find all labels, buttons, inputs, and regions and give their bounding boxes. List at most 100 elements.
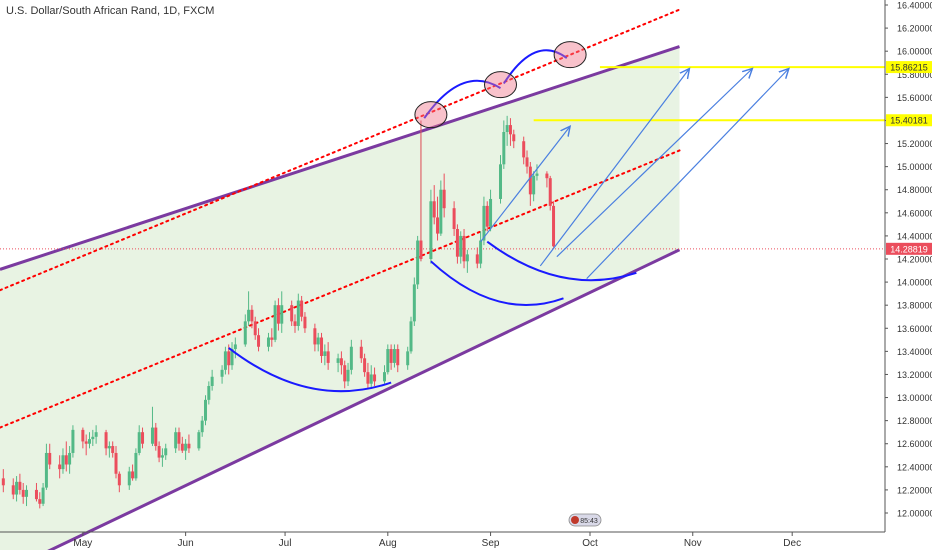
candle[interactable] bbox=[270, 328, 274, 347]
candle[interactable] bbox=[349, 339, 353, 375]
cup-arc-0[interactable] bbox=[228, 347, 392, 393]
candle[interactable] bbox=[389, 344, 393, 370]
projection-arrow-2[interactable] bbox=[556, 69, 753, 258]
candle[interactable] bbox=[131, 464, 135, 481]
candle[interactable] bbox=[41, 482, 45, 507]
candle[interactable] bbox=[455, 224, 459, 264]
candle[interactable] bbox=[177, 427, 181, 451]
candle[interactable] bbox=[396, 344, 400, 373]
projection-arc-0[interactable] bbox=[423, 79, 502, 119]
candle[interactable] bbox=[489, 189, 493, 232]
candle[interactable] bbox=[200, 416, 204, 437]
candle[interactable] bbox=[81, 427, 85, 449]
candle[interactable] bbox=[247, 291, 251, 326]
candle[interactable] bbox=[68, 446, 72, 474]
candle[interactable] bbox=[290, 300, 294, 326]
candle[interactable] bbox=[87, 432, 91, 449]
candle[interactable] bbox=[412, 277, 416, 326]
candle[interactable] bbox=[339, 351, 343, 375]
candle[interactable] bbox=[535, 164, 539, 181]
candle[interactable] bbox=[366, 362, 370, 389]
candle[interactable] bbox=[253, 316, 257, 340]
candle[interactable] bbox=[197, 429, 201, 451]
candle[interactable] bbox=[1, 469, 5, 493]
candle[interactable] bbox=[164, 443, 168, 460]
candle[interactable] bbox=[432, 185, 436, 225]
candle[interactable] bbox=[406, 346, 410, 370]
candle[interactable] bbox=[336, 353, 340, 373]
candle[interactable] bbox=[21, 482, 25, 504]
dotted-trendline-0[interactable] bbox=[0, 8, 681, 292]
candle[interactable] bbox=[134, 448, 138, 481]
candle[interactable] bbox=[84, 434, 88, 456]
candle[interactable] bbox=[442, 173, 446, 218]
candle[interactable] bbox=[220, 365, 224, 384]
candle[interactable] bbox=[230, 342, 234, 370]
candle[interactable] bbox=[293, 314, 297, 333]
candle[interactable] bbox=[184, 439, 188, 460]
candle[interactable] bbox=[204, 395, 208, 426]
candle[interactable] bbox=[137, 425, 141, 456]
candle[interactable] bbox=[300, 295, 304, 322]
candle[interactable] bbox=[373, 367, 377, 386]
candle[interactable] bbox=[257, 328, 261, 352]
channel-lower-line[interactable] bbox=[0, 248, 681, 555]
candle[interactable] bbox=[11, 478, 15, 500]
candle[interactable] bbox=[233, 337, 237, 359]
candle[interactable] bbox=[326, 342, 330, 370]
candle[interactable] bbox=[107, 441, 111, 458]
candle[interactable] bbox=[141, 427, 145, 449]
candle[interactable] bbox=[505, 115, 509, 146]
candle[interactable] bbox=[273, 300, 277, 343]
candle[interactable] bbox=[227, 344, 231, 375]
candle[interactable] bbox=[548, 175, 552, 211]
candle[interactable] bbox=[313, 323, 317, 352]
candle[interactable] bbox=[436, 196, 440, 241]
candle[interactable] bbox=[479, 231, 483, 269]
candle[interactable] bbox=[552, 201, 556, 248]
candle[interactable] bbox=[429, 189, 433, 264]
candle[interactable] bbox=[485, 201, 489, 232]
projection-arrow-0[interactable] bbox=[480, 126, 570, 243]
candle[interactable] bbox=[386, 344, 390, 375]
candle[interactable] bbox=[61, 448, 65, 474]
dotted-trendline-1[interactable] bbox=[0, 149, 681, 429]
candle[interactable] bbox=[303, 312, 307, 333]
candle[interactable] bbox=[154, 422, 158, 451]
candle[interactable] bbox=[419, 120, 423, 262]
candle[interactable] bbox=[522, 136, 526, 165]
candle[interactable] bbox=[58, 455, 62, 479]
candle[interactable] bbox=[243, 314, 247, 347]
candle[interactable] bbox=[44, 443, 48, 490]
candle[interactable] bbox=[104, 429, 108, 456]
highlight-ellipse-2[interactable] bbox=[553, 41, 587, 69]
candle[interactable] bbox=[187, 434, 191, 453]
candle[interactable] bbox=[64, 441, 68, 472]
candle[interactable] bbox=[18, 473, 22, 495]
highlight-ellipse-1[interactable] bbox=[484, 71, 518, 99]
candle[interactable] bbox=[525, 150, 529, 174]
candle[interactable] bbox=[502, 120, 506, 169]
projection-arrow-1[interactable] bbox=[539, 69, 689, 267]
time-axis-labels[interactable]: May Jun Jul Aug Sep Oct Nov Dec bbox=[73, 532, 801, 549]
candle[interactable] bbox=[320, 332, 324, 363]
candle[interactable] bbox=[15, 476, 19, 502]
candle[interactable] bbox=[512, 129, 516, 149]
channel-upper-line[interactable] bbox=[0, 45, 680, 271]
projection-arrow-3[interactable] bbox=[586, 69, 789, 280]
candle[interactable] bbox=[499, 155, 503, 204]
candle[interactable] bbox=[343, 360, 347, 389]
candle[interactable] bbox=[25, 485, 29, 507]
candle[interactable] bbox=[532, 171, 536, 202]
candle[interactable] bbox=[462, 228, 466, 269]
candle[interactable] bbox=[180, 436, 184, 453]
candle[interactable] bbox=[346, 362, 350, 386]
candle[interactable] bbox=[359, 339, 363, 363]
candle[interactable] bbox=[323, 344, 327, 366]
candle[interactable] bbox=[71, 425, 75, 458]
cup-arc-1[interactable] bbox=[430, 260, 564, 306]
candle[interactable] bbox=[392, 344, 396, 368]
candle[interactable] bbox=[127, 466, 131, 490]
candle[interactable] bbox=[475, 247, 479, 269]
candle[interactable] bbox=[296, 293, 300, 331]
